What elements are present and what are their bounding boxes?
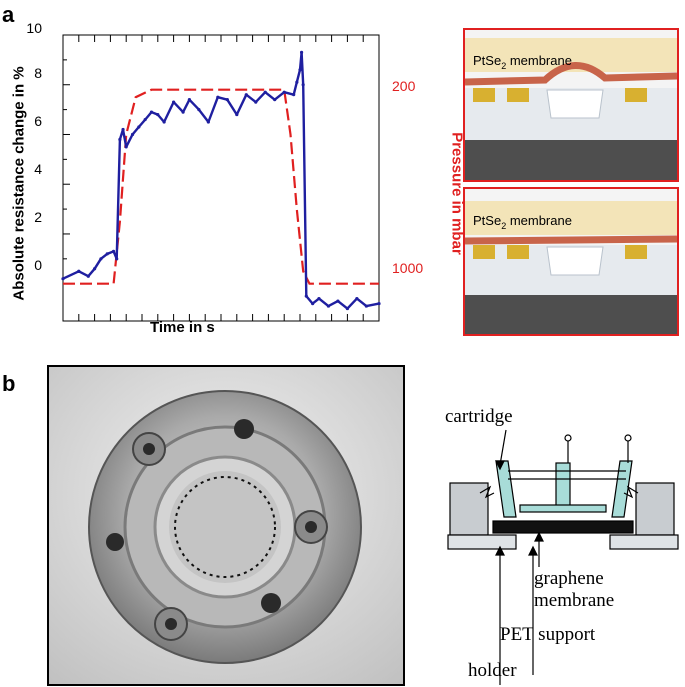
left-tick-label: 0	[34, 257, 42, 273]
resistance-point	[118, 137, 122, 142]
resistance-point	[299, 50, 304, 55]
x-axis-label: Time in s	[150, 319, 215, 336]
left-tick-label: 10	[26, 20, 42, 36]
schematic-label-1: PtSe2 membrane	[473, 53, 572, 71]
resistance-point	[149, 110, 154, 114]
cartridge-label: cartridge	[445, 406, 513, 427]
holder-photo-drawing	[49, 367, 403, 684]
resistance-point	[345, 306, 349, 311]
schematic-deflected: PtSe2 membrane	[463, 28, 679, 182]
resistance-point	[206, 120, 210, 124]
graphene-membrane-bar	[492, 520, 634, 534]
pet-support-right	[609, 534, 679, 550]
resistance-point	[364, 304, 368, 308]
resistance-point	[377, 301, 381, 306]
resistance-point	[301, 83, 305, 87]
holder-photo	[47, 365, 405, 686]
resistance-point	[156, 112, 160, 117]
resistance-point	[292, 93, 296, 97]
pet-support-label: PET support	[500, 624, 596, 645]
left-holder-block	[449, 482, 489, 536]
schematic-flat: PtSe2 membrane	[463, 187, 679, 336]
schematic-label-2: PtSe2 membrane	[473, 213, 572, 231]
axis-ticks	[63, 34, 364, 321]
left-tick-label: 2	[34, 209, 42, 225]
holder-label: holder	[468, 660, 517, 681]
right-tick-label: 1000	[392, 260, 424, 276]
resistance-point	[295, 80, 299, 84]
plot-frame	[62, 34, 380, 322]
resistance-point	[197, 108, 201, 112]
resistance-point	[115, 257, 119, 261]
left-tick-label: 8	[34, 65, 42, 81]
resistance-pressure-chart	[61, 34, 381, 322]
resistance-point	[254, 100, 258, 104]
resistance-point	[61, 277, 65, 281]
pet-support-left	[447, 534, 517, 550]
series-points	[61, 50, 381, 311]
resistance-point	[172, 100, 176, 104]
resistance-point	[235, 112, 239, 117]
graphene-label: graphene	[534, 568, 604, 589]
resistance-point	[263, 90, 267, 94]
resistance-point	[304, 294, 308, 298]
resistance-point	[326, 304, 331, 308]
resistance-point	[225, 98, 229, 102]
panel-b-letter: b	[2, 371, 16, 396]
resistance-point	[143, 117, 147, 122]
resistance-point	[282, 90, 286, 94]
membrane-flat-drawing: PtSe2 membrane	[465, 189, 677, 334]
right-holder-block	[635, 482, 675, 536]
resistance-point	[130, 132, 135, 137]
resistance-point	[86, 274, 90, 278]
resistance-point	[317, 297, 321, 301]
resistance-point	[244, 93, 248, 97]
membrane-deflected-drawing: PtSe2 membrane	[465, 30, 677, 180]
cross-section-diagram	[447, 429, 679, 685]
resistance-point	[311, 301, 315, 306]
resistance-point	[99, 257, 103, 261]
resistance-point	[187, 98, 191, 102]
resistance-point	[137, 125, 141, 129]
resistance-point	[216, 95, 220, 99]
resistance-point	[124, 145, 128, 149]
resistance-point	[77, 269, 81, 273]
resistance-point	[93, 267, 97, 271]
resistance-point	[121, 127, 125, 132]
panel-a-letter: a	[2, 2, 15, 27]
resistance-point	[105, 252, 109, 256]
resistance-point	[181, 110, 185, 114]
resistance-point	[273, 98, 277, 102]
right-tick-label: 200	[392, 78, 416, 94]
resistance-point	[298, 68, 302, 72]
resistance-point	[162, 120, 166, 124]
resistance-point	[355, 297, 359, 301]
resistance-point	[111, 249, 116, 253]
resistance-point	[336, 299, 340, 303]
left-tick-label: 4	[34, 161, 42, 177]
membrane-outline	[174, 476, 276, 578]
left-tick-label: 6	[34, 113, 42, 129]
resistance-series-line	[62, 51, 380, 310]
pressure-series-line	[63, 88, 379, 285]
membrane-label: membrane	[534, 590, 615, 611]
